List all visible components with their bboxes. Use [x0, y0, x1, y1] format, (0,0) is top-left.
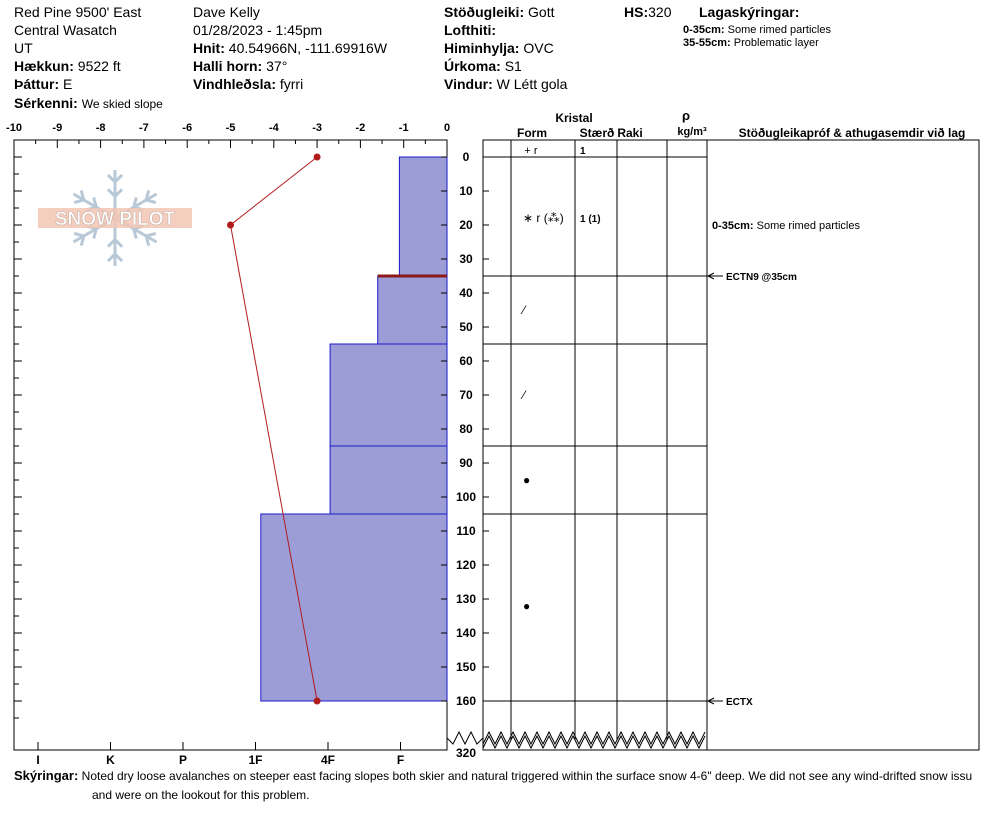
- temp-tick-label-10: 0: [444, 122, 450, 134]
- depth-tick-label-1: 10: [459, 184, 473, 198]
- depth-tick-label-6: 60: [459, 354, 473, 368]
- grain-symbol-3: ●: [523, 473, 530, 487]
- surface-size: 1: [580, 146, 586, 157]
- hardness-tick-label-2: P: [179, 753, 187, 765]
- temperature-point-0: [313, 153, 321, 161]
- layer-comment: 0-35cm: Some rimed particles: [712, 220, 860, 232]
- logo-text: SNOW PILOT: [55, 209, 176, 230]
- size-header: Stærð: [580, 126, 615, 140]
- surface-form: + r: [524, 145, 537, 157]
- density-header: kg/m³: [677, 126, 707, 138]
- hardness-tick-label-4: 4F: [321, 753, 335, 765]
- axis-break-right: [482, 730, 706, 746]
- hardness-tick-label-5: F: [397, 753, 404, 765]
- rho-header: ρ: [682, 108, 690, 123]
- wind-loading: Vindhleðsla: fyrri: [193, 76, 304, 92]
- temp-tick-label-7: -3: [312, 122, 322, 134]
- depth-tick-label-4: 40: [459, 286, 473, 300]
- grain-size-0: 1 (1): [580, 214, 601, 225]
- hardness-layer-0: [398, 156, 448, 277]
- depth-tick-label-3: 30: [459, 252, 473, 266]
- grain-symbol-4: ●: [523, 599, 530, 613]
- snow-height: HS:320: [624, 4, 672, 20]
- observer: Dave Kelly: [193, 4, 260, 20]
- temperature-point-2: [313, 697, 321, 705]
- crystal-frame: [482, 139, 980, 751]
- hardness-layer-1: [377, 275, 448, 345]
- location: Red Pine 9500' East: [14, 4, 142, 20]
- temp-tick-label-5: -5: [226, 122, 236, 134]
- coordinates: Hnit: 40.54966N, -111.69916W: [193, 40, 388, 56]
- depth-tick-label-5: 50: [459, 320, 473, 334]
- temperature-point-1: [227, 221, 234, 229]
- moisture-header: Raki: [617, 126, 642, 140]
- test-arrowhead-0: [706, 272, 715, 280]
- depth-tick-label-9: 90: [459, 456, 473, 470]
- temp-tick-label-2: -8: [96, 122, 106, 134]
- snow-profile-chart: SNOW PILOT -10 -9 -8 -7 -6 -5 -4 -3 -2 -1 0 010203…: [6, 108, 980, 765]
- mountain-range: Central Wasatch: [14, 22, 117, 38]
- slope-angle: Halli horn: 37°: [193, 58, 288, 74]
- layer-notes-title: Lagaskýringar:: [699, 4, 800, 20]
- crystal-header: Kristal: [555, 111, 592, 125]
- precipitation: Úrkoma: S1: [444, 58, 522, 74]
- depth-tick-label-0: 0: [463, 150, 470, 164]
- wind: Vindur: W Létt gola: [444, 76, 568, 92]
- sky-cover: Himinhylja: OVC: [444, 40, 554, 56]
- snowpilot-logo: SNOW PILOT: [38, 170, 192, 266]
- depth-tick-label-7: 70: [459, 388, 473, 402]
- depth-tick-label-13: 130: [456, 592, 476, 606]
- axis-break-right-2: [482, 734, 706, 750]
- form-header: Form: [517, 126, 547, 140]
- depth-tick-label-11: 110: [456, 524, 476, 538]
- state: UT: [14, 40, 33, 56]
- depth-bottom-label: 320: [456, 746, 476, 760]
- test-arrowhead-1: [706, 697, 715, 705]
- comments: Skýringar: Noted dry loose avalanches on…: [14, 768, 973, 802]
- grain-symbol-1: ⁄: [520, 303, 527, 317]
- specifics: Sérkenni: We skied slope: [14, 95, 163, 111]
- depth-tick-label-12: 120: [456, 558, 476, 572]
- temp-tick-label-3: -7: [139, 122, 149, 134]
- depth-tick-label-14: 140: [456, 626, 476, 640]
- depth-tick-label-10: 100: [456, 490, 476, 504]
- depth-tick-label-8: 80: [459, 422, 473, 436]
- grain-symbol-2: ⁄: [520, 388, 527, 402]
- hardness-layer-2: [329, 343, 448, 447]
- elevation: Hækkun: 9522 ft: [14, 58, 121, 74]
- layer-note-1: 0-35cm: Some rimed particles: [683, 24, 831, 36]
- test-label-1: ECTX: [726, 697, 753, 708]
- depth-tick-label-16: 160: [456, 694, 476, 708]
- depth-tick-label-15: 150: [456, 660, 476, 674]
- stability: Stöðugleiki: Gott: [444, 4, 555, 20]
- axis-break-left: [446, 730, 484, 746]
- grain-symbol-0: ∗ r (⁂): [523, 211, 564, 225]
- hardness-tick-label-1: K: [106, 753, 115, 765]
- temp-tick-label-4: -6: [182, 122, 192, 134]
- datetime: 01/28/2023 - 1:45pm: [193, 22, 323, 38]
- test-label-0: ECTN9 @35cm: [726, 272, 797, 283]
- tests-header: Stöðugleikapróf & athugasemdir við lag: [739, 126, 966, 140]
- hardness-tick-label-3: 1F: [248, 753, 262, 765]
- depth-tick-label-2: 20: [459, 218, 473, 232]
- temp-tick-label-6: -4: [269, 122, 280, 134]
- hardness-tick-label-0: I: [36, 753, 39, 765]
- air-temp: Lofthiti:: [444, 22, 497, 38]
- temp-tick-label-0: -10: [6, 122, 22, 134]
- hardness-layer-4: [260, 513, 448, 702]
- aspect: Þáttur: E: [14, 76, 73, 92]
- hardness-layer-3: [329, 445, 448, 515]
- temp-tick-label-1: -9: [52, 122, 62, 134]
- layer-note-2: 35-55cm: Problematic layer: [683, 37, 819, 49]
- temp-tick-label-8: -2: [356, 122, 366, 134]
- temp-tick-label-9: -1: [399, 122, 409, 134]
